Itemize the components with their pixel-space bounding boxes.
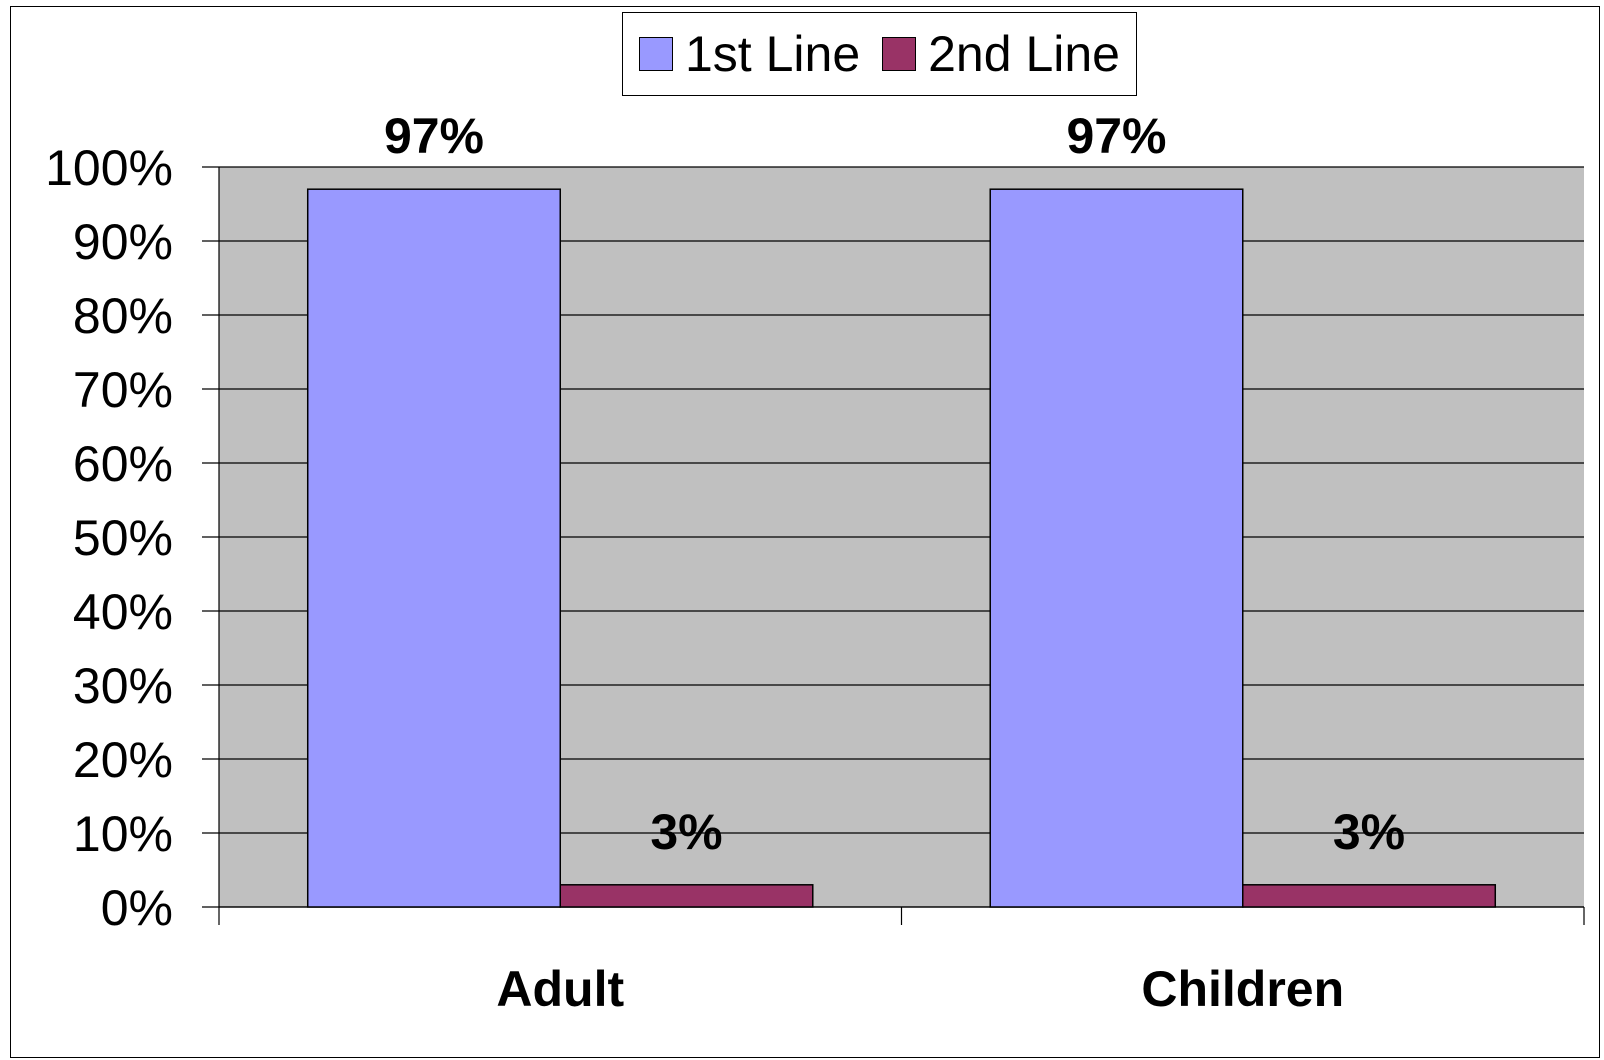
legend: 1st Line 2nd Line bbox=[622, 12, 1137, 96]
legend-item-2nd-line: 2nd Line bbox=[882, 25, 1120, 83]
y-tick-label: 70% bbox=[73, 362, 173, 418]
data-label: 3% bbox=[650, 804, 722, 860]
y-tick-label: 100% bbox=[45, 140, 173, 196]
y-tick-label: 80% bbox=[73, 288, 173, 344]
data-label: 3% bbox=[1333, 804, 1405, 860]
data-label: 97% bbox=[1066, 108, 1166, 164]
data-label: 97% bbox=[384, 108, 484, 164]
y-tick-label: 60% bbox=[73, 436, 173, 492]
bar bbox=[559, 884, 814, 908]
y-tick-label: 10% bbox=[73, 806, 173, 862]
bar bbox=[989, 188, 1244, 908]
y-tick-label: 50% bbox=[73, 510, 173, 566]
y-tick-label: 90% bbox=[73, 214, 173, 270]
y-tick-label: 40% bbox=[73, 584, 173, 640]
y-tick-label: 20% bbox=[73, 732, 173, 788]
legend-swatch-2nd-line bbox=[882, 37, 917, 71]
category-label: Children bbox=[1141, 961, 1344, 1017]
legend-item-1st-line: 1st Line bbox=[639, 25, 860, 83]
legend-label-1st-line: 1st Line bbox=[685, 26, 861, 82]
bar bbox=[306, 188, 561, 908]
y-tick-label: 0% bbox=[101, 880, 173, 936]
bar bbox=[1242, 884, 1497, 908]
y-tick-label: 30% bbox=[73, 658, 173, 714]
legend-label-2nd-line: 2nd Line bbox=[928, 26, 1120, 82]
category-label: Adult bbox=[496, 961, 624, 1017]
legend-swatch-1st-line bbox=[639, 37, 673, 71]
